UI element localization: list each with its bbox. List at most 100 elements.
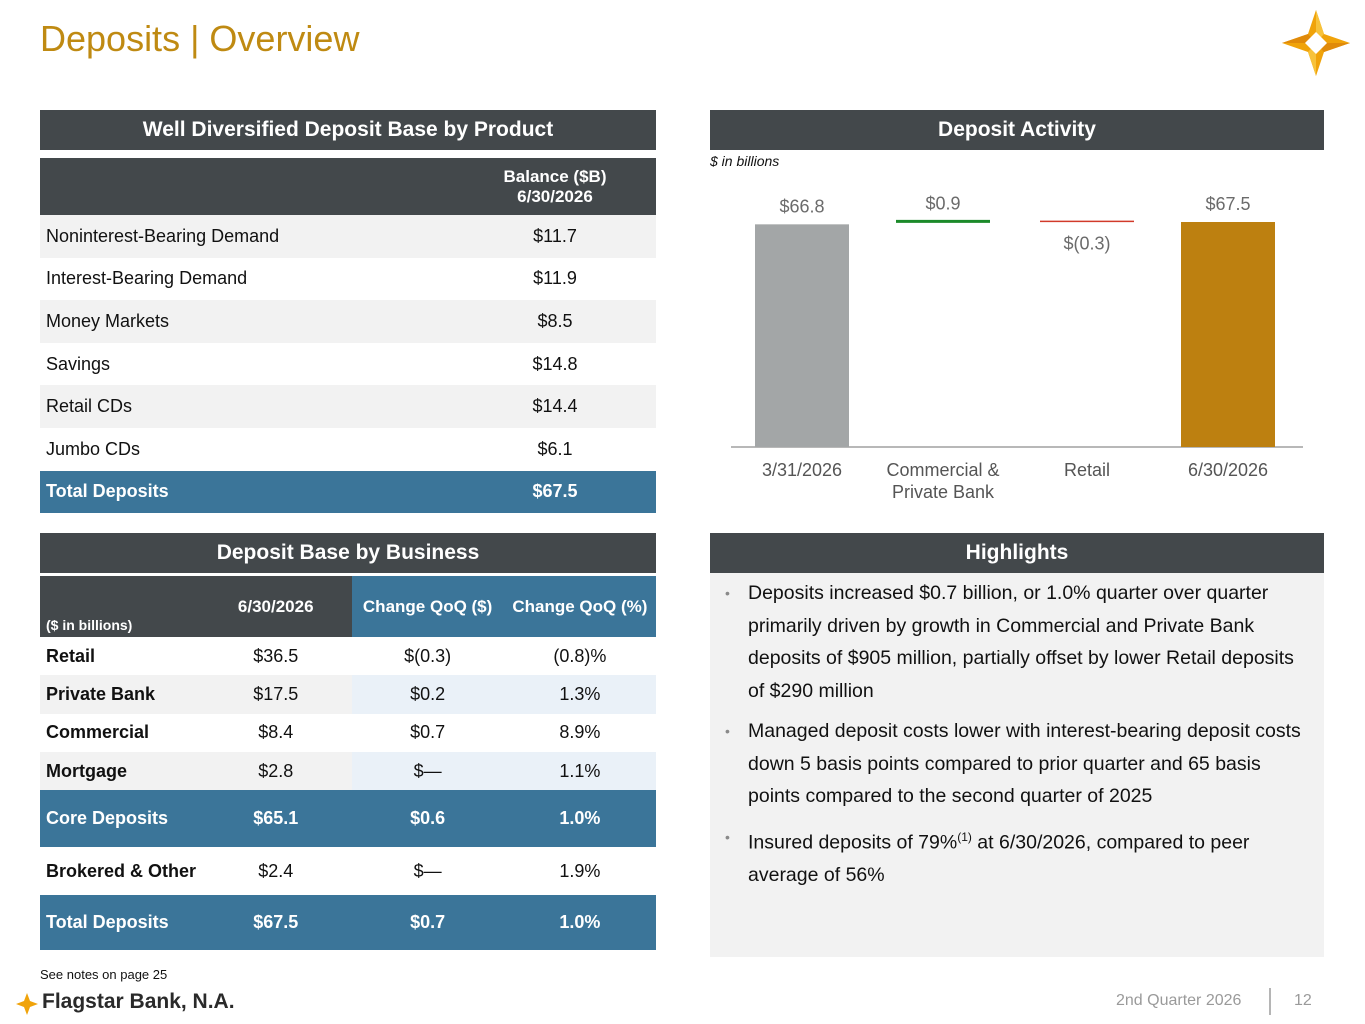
business-section-header: Deposit Base by Business xyxy=(40,533,656,573)
category-label: Commercial & xyxy=(886,460,999,480)
business-change-dollar: $(0.3) xyxy=(404,645,452,666)
table-row: Retail $36.5 $(0.3) (0.8)% xyxy=(40,637,656,675)
page-number: 12 xyxy=(1294,992,1312,1009)
product-section-header: Well Diversified Deposit Base by Product xyxy=(40,110,656,150)
table-row: Brokered & Other $2.4 $— 1.9% xyxy=(40,847,656,895)
business-change-dollar: $— xyxy=(413,860,442,881)
business-change-dollar: $— xyxy=(351,751,504,791)
row-label: Money Markets xyxy=(40,300,454,343)
flagstar-footer-logo-icon xyxy=(16,993,38,1015)
brand-name: Flagstar Bank, N.A. xyxy=(42,990,235,1013)
business-name: Private Bank xyxy=(40,675,200,714)
business-change-pct: 1.3% xyxy=(503,675,656,714)
table-row: Private Bank $17.5 $0.2 1.3% xyxy=(40,675,656,714)
table-row: Commercial $8.4 $0.7 8.9% xyxy=(40,714,656,752)
quarter-label: 2nd Quarter 2026 xyxy=(1116,992,1242,1009)
activity-section-header: Deposit Activity xyxy=(710,110,1324,150)
deposit-activity-chart: $66.8 3/31/2026 $0.9 Commercial &Private Ba… xyxy=(731,193,1303,502)
business-balance: $2.4 xyxy=(258,860,294,881)
row-value: $6.1 xyxy=(537,438,573,459)
data-label: $66.8 xyxy=(779,196,824,216)
data-label: $(0.3) xyxy=(1063,233,1110,253)
data-label: $0.9 xyxy=(925,193,960,213)
footnote-ref: (1) xyxy=(957,829,972,844)
business-balance: $8.4 xyxy=(258,722,294,743)
list-item: • Deposits increased $0.7 billion, or 1.… xyxy=(722,577,1312,707)
business-change-pct: 1.0% xyxy=(503,895,656,951)
product-table-blank-header xyxy=(40,158,454,215)
row-value: $11.7 xyxy=(454,215,656,258)
business-name: Retail xyxy=(46,645,96,666)
business-change-dollar: $0.6 xyxy=(351,790,504,848)
data-label: $67.5 xyxy=(1205,194,1250,214)
business-name: Total Deposits xyxy=(40,895,200,951)
row-value: $11.9 xyxy=(533,268,577,289)
list-item: • Insured deposits of 79%(1) at 6/30/202… xyxy=(722,821,1312,892)
list-item: • Managed deposit costs lower with inter… xyxy=(722,715,1312,813)
table-row: Noninterest-Bearing Demand $11.7 xyxy=(40,215,656,258)
business-change-pct: 1.9% xyxy=(559,860,601,881)
flagstar-star-logo-icon xyxy=(1282,10,1350,76)
core-deposits-row: Core Deposits $65.1 $0.6 1.0% xyxy=(40,790,656,848)
category-label: Retail xyxy=(1064,460,1110,480)
balance-header-line1: Balance ($B) xyxy=(503,166,607,186)
units-note: $ in billions xyxy=(710,153,780,169)
row-label: Interest-Bearing Demand xyxy=(46,268,248,289)
row-value: $14.8 xyxy=(532,353,578,374)
business-balance: $2.8 xyxy=(200,751,352,791)
total-label: Total Deposits xyxy=(40,470,454,514)
balance-header-line2: 6/30/2026 xyxy=(517,186,593,206)
highlight-text-pre: Insured deposits of 79% xyxy=(748,831,958,853)
total-value: $67.5 xyxy=(454,470,656,514)
row-label: Noninterest-Bearing Demand xyxy=(40,215,454,258)
business-name: Commercial xyxy=(46,722,150,743)
business-balance: $36.5 xyxy=(253,645,299,666)
highlights-section-header: Highlights xyxy=(710,533,1324,573)
row-label: Retail CDs xyxy=(40,385,454,428)
footer-divider xyxy=(1269,988,1271,1015)
chart-bar xyxy=(755,224,849,447)
business-change-dollar: $0.2 xyxy=(351,675,504,714)
table-row: Retail CDs $14.4 xyxy=(40,385,656,428)
balance-column-header: 6/30/2026 xyxy=(200,576,352,637)
business-balance: $65.1 xyxy=(200,790,352,848)
change-pct-column-header: Change QoQ (%) xyxy=(503,576,656,637)
highlights-panel xyxy=(710,573,1324,957)
row-label: Jumbo CDs xyxy=(46,438,141,459)
business-change-pct: (0.8)% xyxy=(553,645,607,666)
table-row: Mortgage $2.8 $— 1.1% xyxy=(40,751,656,791)
row-value: $14.4 xyxy=(454,385,656,428)
business-balance: $17.5 xyxy=(200,675,352,714)
bullet-icon: • xyxy=(725,828,730,845)
page-title: Deposits | Overview xyxy=(40,18,360,59)
table-row: Money Markets $8.5 xyxy=(40,300,656,343)
notes-reference: See notes on page 25 xyxy=(40,967,168,982)
highlights-list: • Deposits increased $0.7 billion, or 1.… xyxy=(722,577,1312,899)
business-name: Mortgage xyxy=(40,751,200,791)
chart-bar xyxy=(1181,222,1275,447)
category-label: 6/30/2026 xyxy=(1188,460,1268,480)
total-row: Total Deposits $67.5 $0.7 1.0% xyxy=(40,895,656,951)
business-table: ($ in billions) 6/30/2026 Change QoQ ($)… xyxy=(40,576,656,951)
business-name: Core Deposits xyxy=(40,790,200,848)
business-balance: $67.5 xyxy=(200,895,352,951)
business-change-dollar: $0.7 xyxy=(410,722,446,743)
business-change-pct: 1.0% xyxy=(503,790,656,848)
highlight-text-post: at 6/30/2026, compared to peer average o… xyxy=(748,831,1250,886)
business-change-dollar: $0.7 xyxy=(351,895,504,951)
balance-column-header: Balance ($B) 6/30/2026 xyxy=(454,158,656,215)
category-label: 3/31/2026 xyxy=(762,460,842,480)
table-row: Jumbo CDs $6.1 xyxy=(40,428,656,471)
total-row: Total Deposits $67.5 xyxy=(40,470,656,514)
units-label: ($ in billions) xyxy=(40,576,200,637)
bullet-icon: • xyxy=(725,585,730,601)
highlight-text: Deposits increased $0.7 billion, or 1.0%… xyxy=(748,582,1294,702)
table-row: Savings $14.8 xyxy=(40,343,656,386)
change-dollar-column-header: Change QoQ ($) xyxy=(351,576,504,637)
product-table: Balance ($B) 6/30/2026 Noninterest-Beari… xyxy=(40,158,656,514)
business-change-pct: 1.1% xyxy=(503,751,656,791)
row-value: $8.5 xyxy=(454,300,656,343)
highlight-text: Managed deposit costs lower with interes… xyxy=(748,720,1301,807)
table-row: Interest-Bearing Demand $11.9 xyxy=(40,258,656,301)
category-label: Private Bank xyxy=(892,482,995,502)
